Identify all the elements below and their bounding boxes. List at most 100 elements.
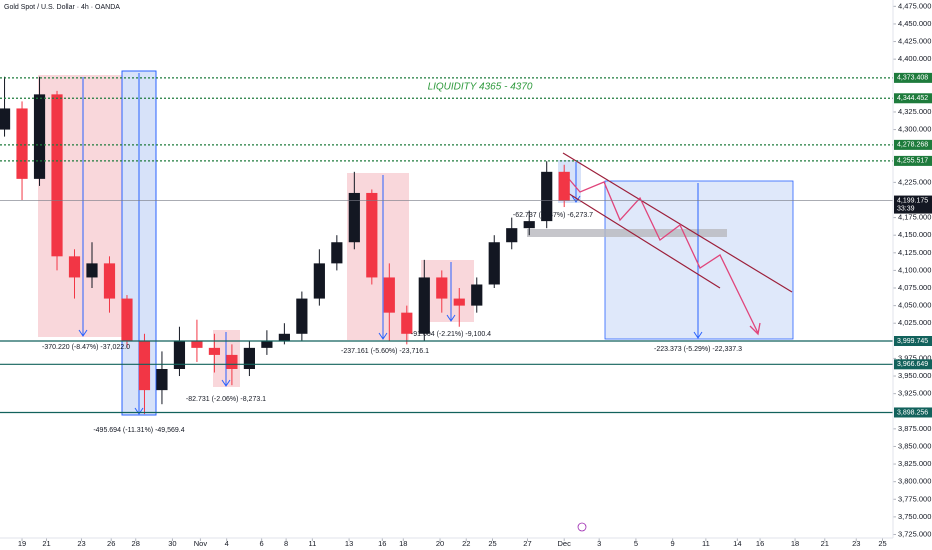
channel-line <box>562 189 721 289</box>
candle-body <box>506 228 518 243</box>
levels: 4,373.408 4,344.452 4,278.268 4,255.517 3,99… <box>0 72 932 418</box>
x-tick-label: 20 <box>436 539 444 548</box>
x-tick-label: 27 <box>523 539 531 548</box>
x-tick-label: 11 <box>702 539 710 548</box>
level-label-box <box>894 336 932 347</box>
measure-label: -237.161 (-5.60%) -23,716.1 <box>341 348 429 355</box>
candle-body <box>121 298 133 341</box>
candle-body <box>296 298 308 334</box>
y-tick-label: 3,725.000 <box>898 529 931 538</box>
candle-body <box>191 340 203 348</box>
candle-body <box>261 340 273 348</box>
y-tick-label: 4,225.000 <box>898 177 931 186</box>
candle-body <box>418 277 430 334</box>
x-tick-label: 26 <box>107 539 115 548</box>
channel <box>562 152 793 293</box>
measure-label: -62.737 (-1.47%) -6,273.7 <box>513 212 593 219</box>
x-tick-label: 4 <box>225 539 229 548</box>
level-label: 4,373.408 <box>897 75 928 82</box>
last-price-label: 4,199.175 <box>897 197 928 204</box>
event-icon[interactable] <box>577 522 587 532</box>
y-tick-label: 4,300.000 <box>898 125 931 134</box>
level-label-box <box>894 407 932 418</box>
projection-path <box>562 171 761 336</box>
annotation: LIQUIDITY 4365 - 4370 <box>428 82 533 93</box>
channel-line <box>562 152 793 293</box>
candles <box>0 76 570 415</box>
candle-body <box>243 347 255 369</box>
candle-body <box>331 242 343 264</box>
x-tick-label: Nov <box>194 539 208 548</box>
y-tick-label: 4,475.000 <box>898 1 931 10</box>
x-tick-label: 18 <box>399 539 407 548</box>
x-tick-label: 30 <box>168 539 176 548</box>
y-tick-label: 3,850.000 <box>898 441 931 450</box>
arrow <box>571 162 581 203</box>
measure-label: -82.731 (-2.06%) -8,273.1 <box>186 396 266 403</box>
candle-body <box>401 312 413 334</box>
candle-body <box>138 340 151 391</box>
candle-body <box>488 242 500 285</box>
candle-body <box>471 284 483 306</box>
x-tick-label: 25 <box>878 539 886 548</box>
candle-body <box>383 277 395 313</box>
x-tick-label: 23 <box>852 539 860 548</box>
level-label-box <box>894 155 932 166</box>
countdown-label: 33:39 <box>897 205 915 212</box>
arrow <box>693 183 703 339</box>
x-tick-label: 13 <box>345 539 353 548</box>
y-tick-label: 4,450.000 <box>898 19 931 28</box>
y-tick-label: 3,825.000 <box>898 459 931 468</box>
y-tick-label: 3,775.000 <box>898 494 931 503</box>
level-label-box <box>894 72 932 83</box>
candle-body <box>366 192 378 278</box>
x-tick-label: 3 <box>597 539 601 548</box>
x-tick-label: Dec <box>558 539 572 548</box>
candle-body <box>278 333 290 341</box>
chart-title: Gold Spot / U.S. Dollar · 4h · OANDA <box>4 4 120 11</box>
x-tick-label: 5 <box>634 539 638 548</box>
y-tick-label: 4,125.000 <box>898 248 931 257</box>
x-tick-label: 22 <box>462 539 470 548</box>
y-tick-label: 4,425.000 <box>898 37 931 46</box>
level-label-box <box>894 359 932 370</box>
y-tick-label: 4,050.000 <box>898 301 931 310</box>
candle-body <box>453 298 465 306</box>
arrow <box>78 77 88 337</box>
arrow <box>378 175 388 340</box>
y-tick-label: 3,800.000 <box>898 477 931 486</box>
measure-label: -495.694 (-11.31%) -49,569.4 <box>93 427 184 434</box>
measure-arrows <box>78 73 703 415</box>
x-tick-label: 28 <box>132 539 140 548</box>
x-tick-label: 21 <box>821 539 829 548</box>
level-label: 3,966.649 <box>897 361 928 368</box>
y-tick-label: 4,175.000 <box>898 213 931 222</box>
arrow <box>446 262 456 322</box>
x-tick-label: 8 <box>284 539 288 548</box>
x-tick-label: 16 <box>378 539 386 548</box>
measure-box <box>604 180 794 340</box>
x-tick-label: 23 <box>77 539 85 548</box>
y-tick-label: 4,025.000 <box>898 318 931 327</box>
y-tick-label: 4,325.000 <box>898 107 931 116</box>
x-tick-label: 9 <box>671 539 675 548</box>
x-tick-label: 16 <box>756 539 764 548</box>
candle-body <box>156 368 168 391</box>
candle-body <box>541 171 553 222</box>
y-tick-label: 3,975.000 <box>898 353 931 362</box>
candle-body <box>68 256 81 278</box>
candle-body <box>0 108 11 130</box>
candle-body <box>86 263 98 278</box>
x-tick-label: 25 <box>488 539 496 548</box>
measure-label: -223.373 (-5.29%) -22,337.3 <box>654 346 742 353</box>
level-label-box <box>894 93 932 104</box>
candle-body <box>16 108 28 179</box>
level-label: 3,898.256 <box>897 409 928 416</box>
x-tick-label: 18 <box>791 539 799 548</box>
level-label-box <box>894 139 932 150</box>
x-tick-label: 14 <box>733 539 741 548</box>
level-label: 3,999.745 <box>897 338 928 345</box>
candle-body <box>103 263 116 299</box>
candle-body <box>348 192 360 243</box>
